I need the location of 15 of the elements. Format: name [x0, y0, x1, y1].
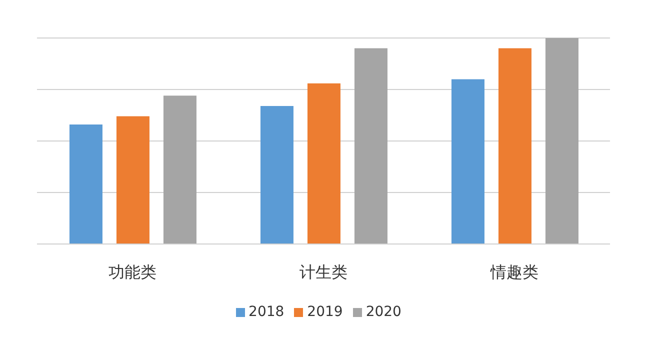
legend-label: 2019 [307, 304, 343, 320]
bar [307, 83, 340, 244]
bar [260, 106, 294, 244]
x-tick-label: 情趣类 [490, 262, 538, 282]
bar [451, 79, 484, 244]
bar [163, 96, 196, 244]
bar [69, 124, 102, 244]
bar [354, 48, 388, 244]
x-tick-label: 功能类 [108, 262, 156, 282]
x-tick-label: 计生类 [300, 262, 348, 282]
bar [116, 116, 150, 244]
legend-label: 2020 [366, 304, 402, 320]
bar [545, 38, 578, 244]
legend-label: 2018 [248, 304, 284, 320]
bar [498, 48, 532, 244]
